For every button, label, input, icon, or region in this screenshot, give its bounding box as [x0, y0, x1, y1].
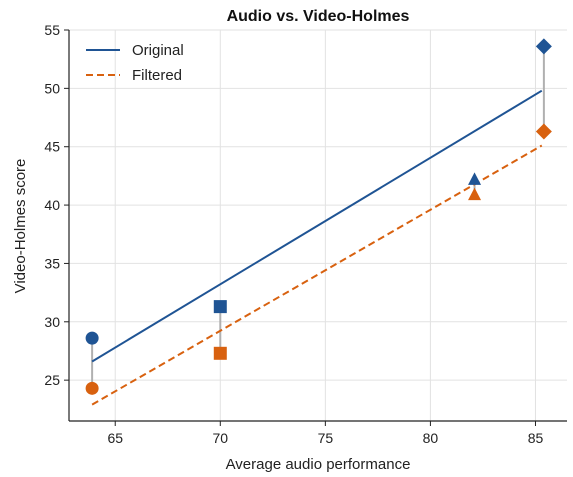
y-tick-label: 55: [44, 22, 60, 38]
x-tick-label: 80: [423, 430, 439, 446]
data-point-filtered: [85, 381, 99, 395]
tick-labels: 65 70 75 80 85 25 30 35 40 45 50 55: [44, 22, 543, 446]
y-tick-label: 50: [44, 80, 60, 96]
data-point-original: [213, 300, 227, 314]
x-tick-label: 65: [107, 430, 123, 446]
y-axis-label: Video-Holmes score: [12, 159, 29, 294]
x-axis-label: Average audio performance: [226, 456, 411, 473]
chart-title: Audio vs. Video-Holmes: [227, 8, 410, 25]
trendline-original: [91, 89, 543, 363]
x-tick-label: 70: [213, 430, 229, 446]
legend: Original Filtered: [86, 42, 184, 84]
data-points: [85, 38, 552, 395]
legend-label-original: Original: [132, 42, 184, 59]
x-tick-label: 85: [528, 430, 544, 446]
y-tick-label: 45: [44, 139, 60, 155]
grid: [69, 29, 567, 421]
y-tick-label: 35: [44, 255, 60, 271]
connectors: [91, 46, 545, 389]
y-tick-label: 40: [44, 197, 60, 213]
legend-label-filtered: Filtered: [132, 67, 182, 84]
data-point-original: [468, 172, 482, 185]
y-tick-label: 25: [44, 372, 60, 388]
data-point-filtered: [213, 346, 227, 360]
x-tick-label: 75: [318, 430, 334, 446]
trendline-filtered: [91, 144, 543, 406]
y-tick-label: 30: [44, 314, 60, 330]
trendlines: [91, 89, 543, 406]
data-point-original: [535, 38, 552, 55]
axes: [64, 29, 567, 426]
data-point-original: [85, 331, 99, 345]
data-point-filtered: [535, 123, 552, 140]
data-point-filtered: [468, 187, 482, 201]
